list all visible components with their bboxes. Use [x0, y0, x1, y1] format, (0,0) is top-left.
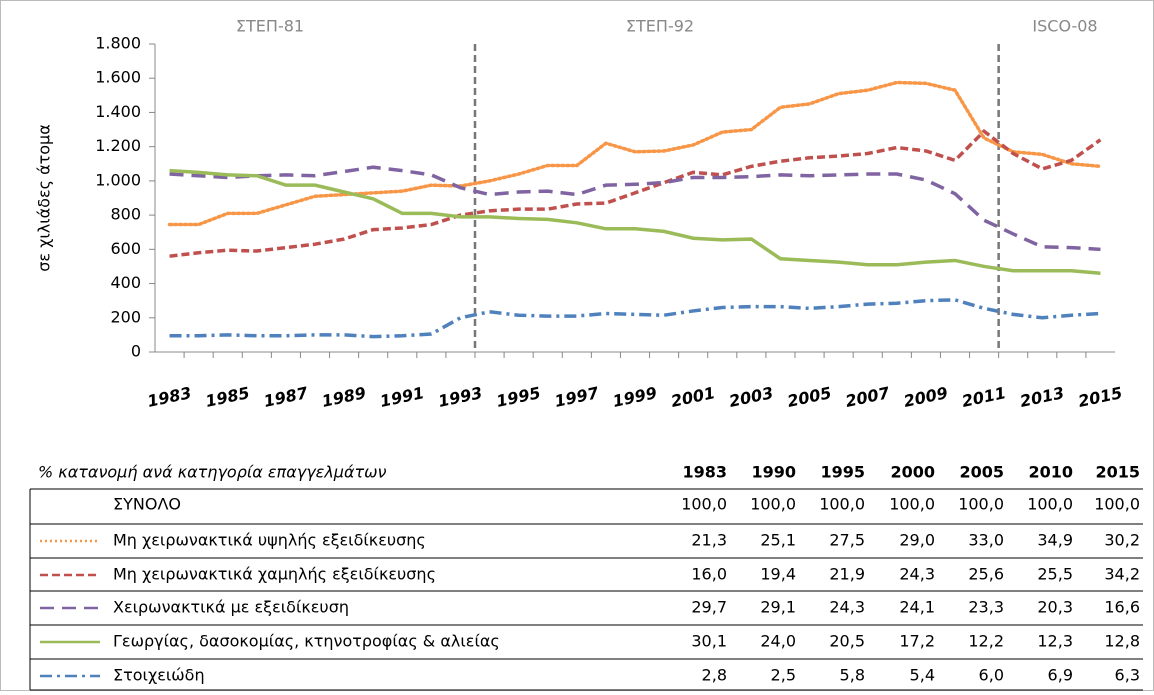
x-tick-label: 1987 [262, 383, 310, 411]
y-tick-label: 1.400 [95, 102, 141, 121]
row-label: ΣΥΝΟΛΟ [113, 495, 181, 514]
cell: 12,3 [1037, 632, 1073, 651]
y-tick-label: 0 [131, 342, 141, 361]
cell: 100,0 [681, 495, 727, 514]
cell: 24,0 [760, 632, 796, 651]
cell: 21,3 [691, 531, 727, 550]
line [169, 128, 1102, 258]
cell: 24,3 [829, 598, 865, 617]
cell: 25,1 [760, 531, 796, 550]
line [169, 168, 1101, 276]
x-tick-label: 1997 [553, 383, 601, 411]
cell: 27,5 [829, 531, 865, 550]
x-tick-label: 2007 [844, 383, 892, 411]
cell: 2,8 [702, 666, 727, 685]
cell: 17,2 [899, 632, 935, 651]
cell: 5,8 [840, 666, 865, 685]
cell: 20,3 [1037, 598, 1073, 617]
cell: 12,8 [1104, 632, 1140, 651]
x-tick-label: 2011 [960, 383, 1008, 411]
column-header: 2015 [1095, 463, 1140, 482]
cell: 25,6 [968, 565, 1004, 584]
period-label: ΣΤΕΠ-81 [236, 17, 304, 36]
x-tick-label: 1989 [320, 383, 368, 411]
y-tick-label: 1.200 [95, 136, 141, 155]
period-label: ΣΤΕΠ-92 [626, 17, 694, 36]
x-tick-label: 2003 [727, 383, 775, 411]
legend-label: Μη χειρωνακτικά χαμηλής εξειδίκευσης [113, 565, 436, 584]
cell: 21,9 [829, 565, 865, 584]
cell: 30,2 [1104, 531, 1140, 550]
column-header: 2000 [890, 463, 935, 482]
cell: 16,6 [1104, 598, 1140, 617]
cell: 100,0 [889, 495, 935, 514]
line [169, 298, 1101, 339]
cell: 34,9 [1037, 531, 1073, 550]
y-tick-label: 800 [110, 205, 141, 224]
cell: 100,0 [1094, 495, 1140, 514]
x-tick-label: 2001 [669, 383, 717, 411]
cell: 30,1 [691, 632, 727, 651]
cell: 100,0 [1027, 495, 1073, 514]
x-tick-label: 1985 [204, 383, 252, 411]
x-tick-label: 2009 [902, 383, 950, 411]
x-tick-label: 1993 [436, 383, 484, 411]
column-header: 2005 [959, 463, 1004, 482]
x-tick-label: 2015 [1076, 383, 1124, 411]
x-tick-label: 1995 [495, 383, 543, 411]
y-tick-label: 1.800 [95, 34, 141, 53]
y-axis-label: σε χιλιάδες άτομα [35, 124, 54, 272]
x-tick-label: 1999 [611, 383, 659, 411]
x-tick-label: 2013 [1018, 383, 1066, 411]
cell: 100,0 [958, 495, 1004, 514]
x-tick-label: 2005 [786, 383, 834, 411]
x-tick-label: 1983 [146, 383, 194, 411]
line [169, 165, 1101, 252]
cell: 20,5 [829, 632, 865, 651]
cell: 2,5 [771, 666, 796, 685]
cell: 23,3 [968, 598, 1004, 617]
cell: 100,0 [750, 495, 796, 514]
cell: 25,5 [1037, 565, 1073, 584]
cell: 100,0 [819, 495, 865, 514]
cell: 24,3 [899, 565, 935, 584]
legend-label: Μη χειρωνακτικά υψηλής εξειδίκευσης [113, 531, 426, 550]
column-header: 1983 [682, 463, 727, 482]
cell: 16,0 [691, 565, 727, 584]
period-label: ISCO-08 [1032, 17, 1097, 36]
cell: 12,2 [968, 632, 1004, 651]
y-tick-label: 1.600 [95, 68, 141, 87]
cell: 29,0 [899, 531, 935, 550]
legend-label: Στοιχειώδη [113, 666, 205, 685]
legend-label: Γεωργίας, δασοκομίας, κτηνοτροφίας & αλι… [113, 632, 500, 651]
cell: 29,1 [760, 598, 796, 617]
legend-label: Χειρωνακτικά με εξειδίκευση [113, 598, 349, 617]
x-tick-label: 1991 [378, 383, 426, 411]
y-tick-label: 200 [110, 307, 141, 326]
column-header: 1995 [820, 463, 865, 482]
cell: 6,3 [1115, 666, 1140, 685]
y-tick-label: 400 [110, 273, 141, 292]
column-header: 1990 [751, 463, 796, 482]
cell: 19,4 [760, 565, 796, 584]
cell: 5,4 [910, 666, 935, 685]
y-tick-label: 600 [110, 239, 141, 258]
cell: 33,0 [968, 531, 1004, 550]
cell: 6,9 [1048, 666, 1073, 685]
cell: 34,2 [1104, 565, 1140, 584]
table-title: % κατανομή ανά κατηγορία επαγγελμάτων [38, 463, 387, 482]
cell: 24,1 [899, 598, 935, 617]
column-header: 2010 [1028, 463, 1073, 482]
y-tick-label: 1.000 [95, 170, 141, 189]
line [167, 80, 1103, 227]
cell: 6,0 [979, 666, 1004, 685]
cell: 29,7 [691, 598, 727, 617]
